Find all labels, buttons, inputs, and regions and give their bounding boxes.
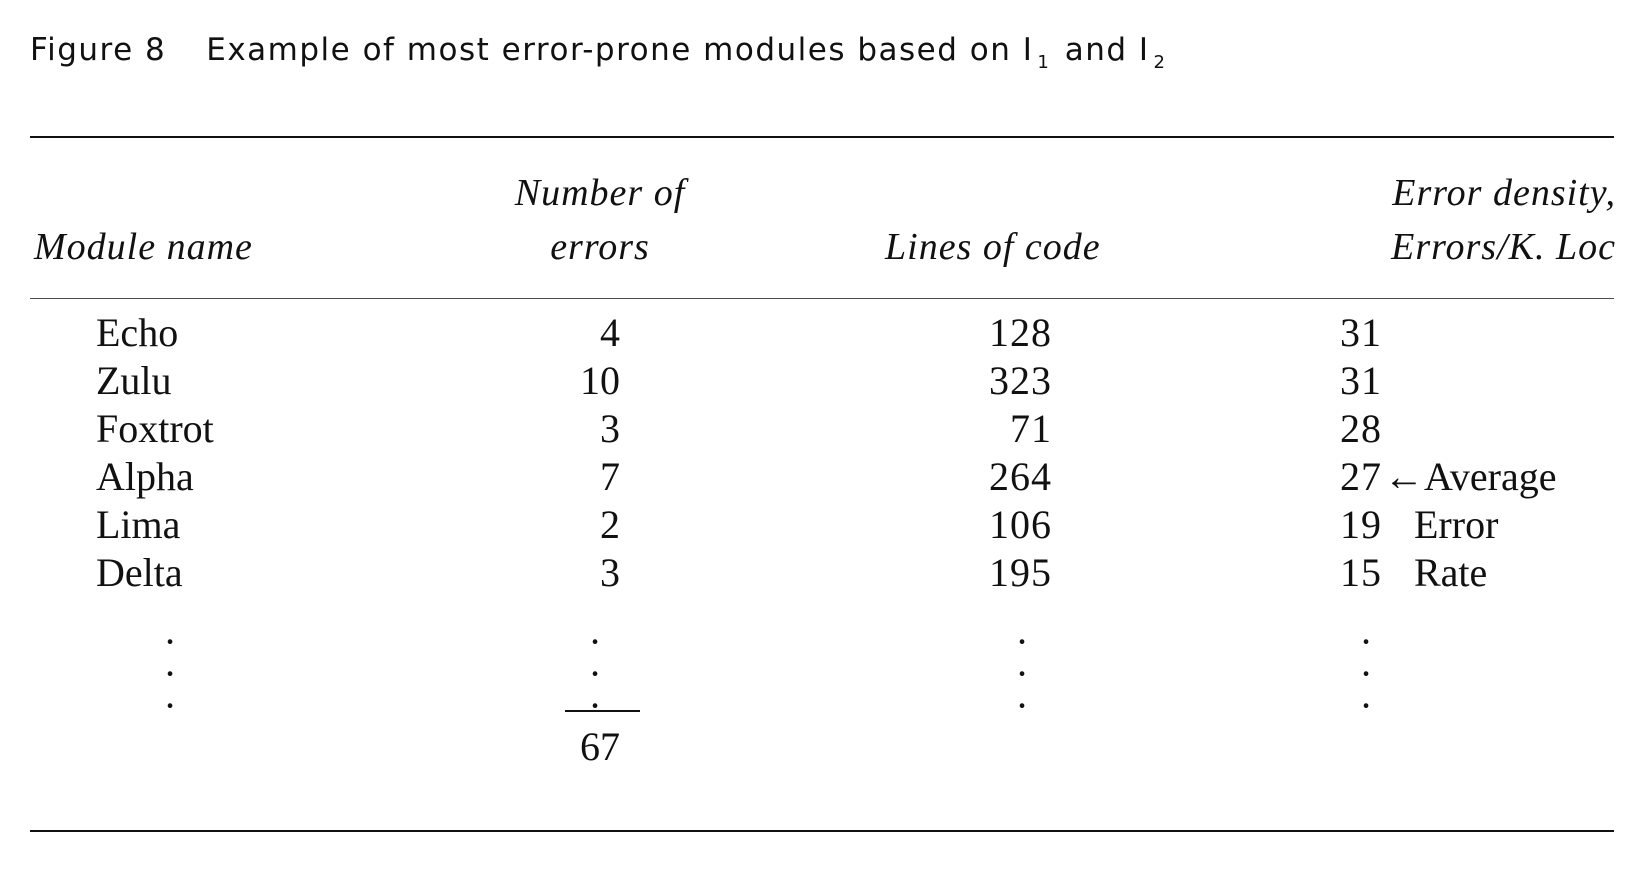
- table-row: Zulu 10 323 31: [0, 356, 1648, 406]
- cell-error-density: 27: [1340, 454, 1382, 499]
- cell-module-name: Zulu: [96, 358, 172, 403]
- cell-lines-of-code: 106: [989, 502, 1052, 547]
- table-header-rule: [30, 298, 1614, 299]
- header-density-line1: Error density,: [1392, 172, 1616, 214]
- cell-module-name: Echo: [96, 310, 179, 355]
- cell-lines-of-code: 71: [1010, 406, 1052, 451]
- header-error-density: Error density, Errors/K. Loc: [1260, 166, 1616, 274]
- cell-module-name: Foxtrot: [96, 406, 214, 451]
- table-row: Delta 3 195 15 Rate: [0, 548, 1648, 598]
- average-error-rate-note-line3: Rate: [1414, 550, 1488, 595]
- continuation-dots: · · ·: [1015, 619, 1029, 728]
- continuation-dots: · · ·: [1359, 619, 1373, 728]
- cell-lines-of-code: 323: [989, 358, 1052, 403]
- cell-module-name: Alpha: [96, 454, 194, 499]
- table-row: Alpha 7 264 27 ←Average: [0, 452, 1648, 502]
- cell-error-density: 31: [1340, 358, 1382, 403]
- cell-error-density: 31: [1340, 310, 1382, 355]
- cell-errors: 3: [600, 406, 620, 451]
- header-errors-line1: Number of: [514, 172, 686, 214]
- caption-text: Example of most error-prone modules base…: [206, 32, 1034, 68]
- cell-module-name: Delta: [96, 550, 183, 595]
- sum-rule: [565, 710, 640, 712]
- caption-and: and I: [1064, 32, 1150, 68]
- average-error-rate-note: ←Average: [1384, 454, 1557, 499]
- cell-errors: 7: [600, 454, 620, 499]
- cell-module-name: Lima: [96, 502, 181, 547]
- cell-lines-of-code: 128: [989, 310, 1052, 355]
- table-bottom-rule: [30, 830, 1614, 832]
- figure-label: Figure 8: [30, 32, 167, 68]
- cell-error-density: 28: [1340, 406, 1382, 451]
- cell-error-density: 15: [1340, 550, 1382, 595]
- table-row: Foxtrot 3 71 28: [0, 404, 1648, 454]
- continuation-dots: · · ·: [163, 619, 177, 728]
- cell-errors: 4: [600, 310, 620, 355]
- caption-subscript-1: 1: [1037, 52, 1051, 73]
- figure-caption: Figure 8 Example of most error-prone modu…: [30, 32, 1169, 73]
- header-errors-line2: errors: [550, 226, 650, 268]
- cell-errors: 10: [580, 358, 620, 403]
- cell-error-density: 19: [1340, 502, 1382, 547]
- average-error-rate-note-line2: Error: [1414, 502, 1499, 547]
- header-lines-of-code: Lines of code: [885, 226, 1101, 268]
- table-row: Lima 2 106 19 Error: [0, 500, 1648, 550]
- header-module-name: Module name: [34, 226, 253, 268]
- cell-errors: 2: [600, 502, 620, 547]
- table-row: Echo 4 128 31: [0, 308, 1648, 358]
- cell-lines-of-code: 195: [989, 550, 1052, 595]
- header-number-of-errors: Number of errors: [480, 166, 720, 274]
- cell-errors: 3: [600, 550, 620, 595]
- total-errors: 67: [580, 724, 620, 769]
- header-density-line2: Errors/K. Loc: [1391, 226, 1616, 268]
- continuation-dots: · · ·: [588, 619, 602, 728]
- table-top-rule: [30, 136, 1614, 138]
- cell-lines-of-code: 264: [989, 454, 1052, 499]
- caption-subscript-2: 2: [1153, 52, 1167, 73]
